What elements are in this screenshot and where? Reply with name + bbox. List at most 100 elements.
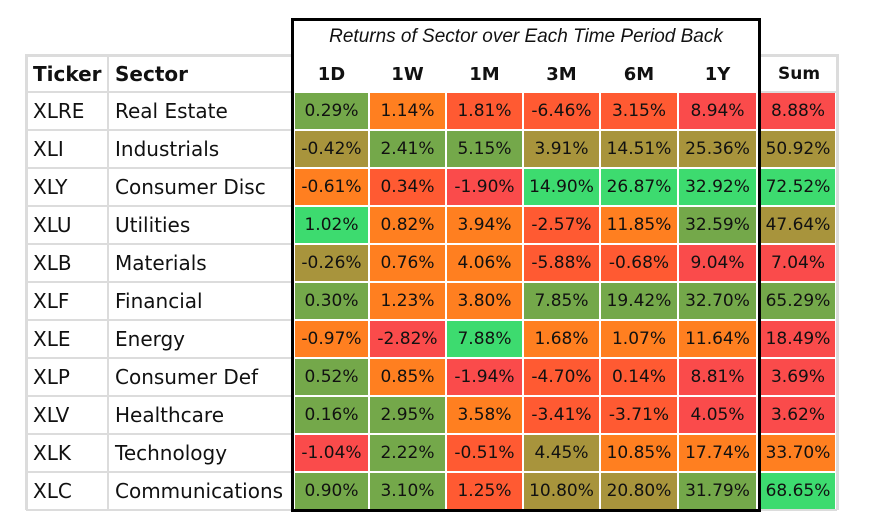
return-cell-1y: 8.94%	[679, 93, 756, 129]
return-cell-6m: 10.85%	[601, 435, 677, 471]
return-cell-3m: 7.85%	[524, 283, 599, 319]
return-cell-3m: -5.88%	[524, 245, 599, 281]
return-cell-1d: -1.04%	[295, 435, 368, 471]
period-header-1y: 1Y	[704, 63, 731, 85]
return-cell-1w: 0.85%	[370, 359, 445, 395]
return-cell-6m: -3.71%	[601, 397, 677, 433]
return-cell-6m: 11.85%	[601, 207, 677, 243]
return-cell-1y: 9.04%	[679, 245, 756, 281]
sum-cell: 65.29%	[761, 283, 835, 319]
return-cell-6m: 3.15%	[601, 93, 677, 129]
return-cell-3m: 10.80%	[524, 473, 599, 509]
ticker-cell: XLRE	[33, 99, 85, 123]
grid-line	[26, 509, 294, 511]
return-cell-1m: 4.06%	[447, 245, 522, 281]
sector-cell: Consumer Def	[115, 365, 259, 389]
return-cell-1d: -0.26%	[295, 245, 368, 281]
sum-cell: 3.62%	[761, 397, 835, 433]
ticker-cell: XLP	[33, 365, 70, 389]
sum-cell: 18.49%	[761, 321, 835, 357]
chart-title: Returns of Sector over Each Time Period …	[329, 26, 723, 47]
grid-line	[26, 471, 294, 473]
sum-cell: 47.64%	[761, 207, 835, 243]
return-cell-1y: 11.64%	[679, 321, 756, 357]
return-cell-1m: -1.90%	[447, 169, 522, 205]
return-cell-1m: 3.58%	[447, 397, 522, 433]
return-cell-1y: 32.59%	[679, 207, 756, 243]
return-cell-1d: 0.30%	[295, 283, 368, 319]
grid-line	[26, 205, 294, 207]
return-cell-1d: 1.02%	[295, 207, 368, 243]
grid-line	[107, 54, 109, 510]
return-cell-1d: 0.52%	[295, 359, 368, 395]
return-cell-1w: 0.82%	[370, 207, 445, 243]
return-cell-1w: 0.76%	[370, 245, 445, 281]
sector-cell: Utilities	[115, 213, 191, 237]
return-cell-1d: 0.90%	[295, 473, 368, 509]
return-cell-1m: 1.81%	[447, 93, 522, 129]
sum-cell: 3.69%	[761, 359, 835, 395]
return-cell-1y: 4.05%	[679, 397, 756, 433]
grid-line	[26, 433, 294, 435]
return-cell-1m: -0.51%	[447, 435, 522, 471]
grid-line	[759, 509, 837, 511]
return-cell-6m: 26.87%	[601, 169, 677, 205]
grid-line	[759, 91, 837, 93]
sector-cell: Technology	[115, 441, 228, 465]
sum-header: Sum	[777, 64, 821, 84]
grid-line	[26, 243, 294, 245]
return-cell-6m: -0.68%	[601, 245, 677, 281]
return-cell-1y: 8.81%	[679, 359, 756, 395]
return-cell-1m: 7.88%	[447, 321, 522, 357]
return-cell-1w: 2.41%	[370, 131, 445, 167]
return-cell-1w: 1.23%	[370, 283, 445, 319]
return-cell-1m: -1.94%	[447, 359, 522, 395]
sum-cell: 50.92%	[761, 131, 835, 167]
ticker-cell: XLE	[33, 327, 71, 351]
return-cell-3m: 14.90%	[524, 169, 599, 205]
sum-cell: 8.88%	[761, 93, 835, 129]
return-cell-6m: 1.07%	[601, 321, 677, 357]
grid-line	[25, 54, 28, 510]
grid-line	[26, 281, 294, 283]
return-cell-6m: 14.51%	[601, 131, 677, 167]
ticker-cell: XLK	[33, 441, 71, 465]
sum-cell: 7.04%	[761, 245, 835, 281]
period-header-1d: 1D	[317, 63, 346, 85]
return-cell-1m: 5.15%	[447, 131, 522, 167]
return-cell-3m: -6.46%	[524, 93, 599, 129]
period-header-3m: 3M	[546, 63, 577, 85]
return-cell-3m: 4.45%	[524, 435, 599, 471]
sum-cell: 72.52%	[761, 169, 835, 205]
return-cell-1w: 0.34%	[370, 169, 445, 205]
sum-cell: 33.70%	[761, 435, 835, 471]
sum-cell: 68.65%	[761, 473, 835, 509]
ticker-cell: XLI	[33, 137, 64, 161]
return-cell-3m: -2.57%	[524, 207, 599, 243]
grid-line	[836, 54, 839, 510]
return-cell-1m: 3.94%	[447, 207, 522, 243]
return-cell-1w: 2.95%	[370, 397, 445, 433]
return-cell-1d: -0.97%	[295, 321, 368, 357]
grid-line	[26, 167, 294, 169]
grid-line	[26, 129, 294, 131]
return-cell-3m: 3.91%	[524, 131, 599, 167]
period-header-1w: 1W	[391, 63, 424, 85]
ticker-cell: XLC	[33, 479, 72, 503]
return-cell-1m: 3.80%	[447, 283, 522, 319]
period-header-1m: 1M	[469, 63, 500, 85]
sector-cell: Energy	[115, 327, 186, 351]
return-cell-1y: 31.79%	[679, 473, 756, 509]
sector-header: Sector	[115, 62, 188, 86]
return-cell-6m: 19.42%	[601, 283, 677, 319]
return-cell-1d: -0.61%	[295, 169, 368, 205]
return-cell-1y: 32.92%	[679, 169, 756, 205]
return-cell-3m: -4.70%	[524, 359, 599, 395]
ticker-cell: XLB	[33, 251, 72, 275]
grid-line	[26, 91, 294, 93]
sector-cell: Healthcare	[115, 403, 225, 427]
grid-line	[26, 395, 294, 397]
grid-line	[26, 54, 294, 57]
ticker-cell: XLF	[33, 289, 70, 313]
return-cell-1w: 1.14%	[370, 93, 445, 129]
